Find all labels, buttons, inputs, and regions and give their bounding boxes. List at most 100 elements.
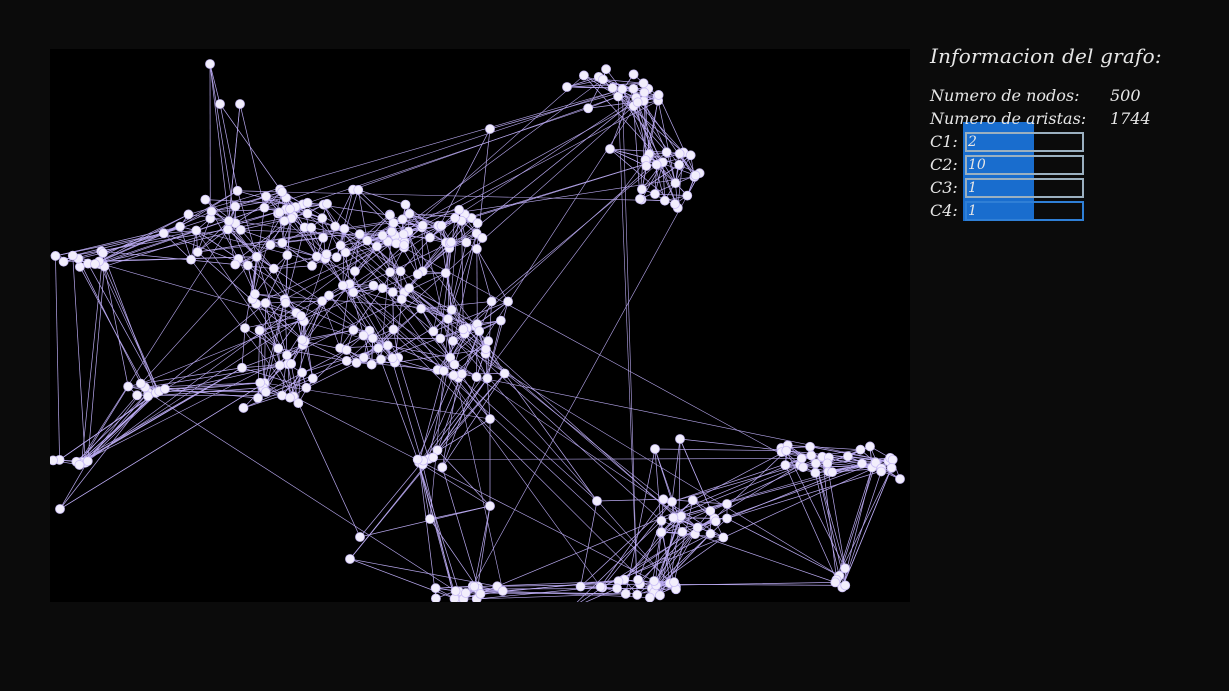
c3-input[interactable] [967,179,1082,196]
graph-edge [639,175,696,200]
graph-node [286,358,297,369]
graph-node [330,221,341,232]
graph-node [605,144,615,154]
graph-node [430,583,441,594]
graph-node [351,357,362,368]
graph-edge [197,225,423,253]
graph-edge [101,250,236,265]
graph-node [398,229,409,240]
graph-node [331,252,342,263]
c2-input[interactable] [967,156,1082,173]
graph-node [579,70,589,81]
graph-node [98,248,108,258]
graph-node [670,178,681,189]
graph-edge [566,86,613,89]
graph-edge [254,293,285,300]
graph-edge [585,588,618,602]
graph-edge [429,505,491,520]
graph-node [237,362,247,373]
graph-node [796,453,807,464]
graph-node [443,314,453,324]
graph-edge [785,450,846,569]
graph-node [412,454,423,465]
graph-node [805,441,815,452]
graph-edge [380,231,393,360]
graph-edge [239,103,265,208]
graph-edge [99,263,159,392]
graph-node [282,250,293,261]
graph-node [674,148,685,159]
graph-node [341,345,352,355]
graph-edge [78,229,229,463]
graph-node [339,223,350,234]
graph-edge [609,148,663,163]
graph-edge [380,318,449,360]
graph-node [650,444,660,454]
graph-edge [228,103,241,222]
graph-node [230,201,241,212]
graph-edge [219,103,287,199]
graph-node [499,368,510,379]
graph-edge [79,386,129,466]
graph-node [175,221,185,232]
graph-node [485,124,495,134]
graph-node [260,298,271,308]
graph-node [607,83,618,93]
graph-edge [664,155,691,201]
graph-node [436,220,447,231]
graph-edge [85,390,160,463]
graph-edge [140,270,423,384]
graph-edge [72,255,86,463]
graph-edge [241,367,307,389]
graph-node [448,336,458,346]
graph-node [366,359,377,370]
graph-edge [476,593,626,600]
graph-canvas[interactable] [50,49,910,602]
graph-edge [442,373,505,468]
graph-edge [255,303,303,341]
graph-node [280,297,291,308]
param-label-c3: C3: [930,178,958,197]
graph-node [628,69,639,80]
graph-edge [441,376,477,468]
graph-node [404,283,415,294]
graph-edge [461,373,505,375]
graph-node [857,458,867,469]
graph-node [235,99,245,109]
graph-node [58,256,69,267]
graph-edge [450,330,480,358]
graph-node [583,103,594,114]
graph-edge [579,587,603,602]
graph-edge [209,63,221,105]
graph-edge [583,75,619,97]
graph-edge [247,265,256,295]
graph-node [471,372,482,382]
graph-node [446,237,457,248]
c4-input[interactable] [967,202,1082,219]
graph-node [690,170,701,181]
graph-node [425,232,435,243]
graph-node [687,495,698,506]
graph-edge [785,464,837,580]
graph-node [285,204,295,214]
graph-edge [349,284,372,365]
graph-node [337,280,348,291]
graph-edge [79,392,157,466]
graph-edge [325,258,344,286]
graph-node [450,213,460,223]
graph-edge [289,208,336,227]
graph-edge [834,467,892,583]
param-field-c2 [965,154,1084,175]
graph-node [158,228,169,239]
c1-input[interactable] [967,133,1082,150]
graph-edge [671,438,681,502]
graph-node [253,393,263,403]
graph-edge [417,459,455,599]
graph-node [486,296,497,307]
graph-node [235,224,246,235]
graph-edge [418,462,431,520]
graph-edge [85,79,604,463]
graph-edge [417,375,454,460]
graph-edge [259,299,286,331]
graph-edge [359,505,491,538]
